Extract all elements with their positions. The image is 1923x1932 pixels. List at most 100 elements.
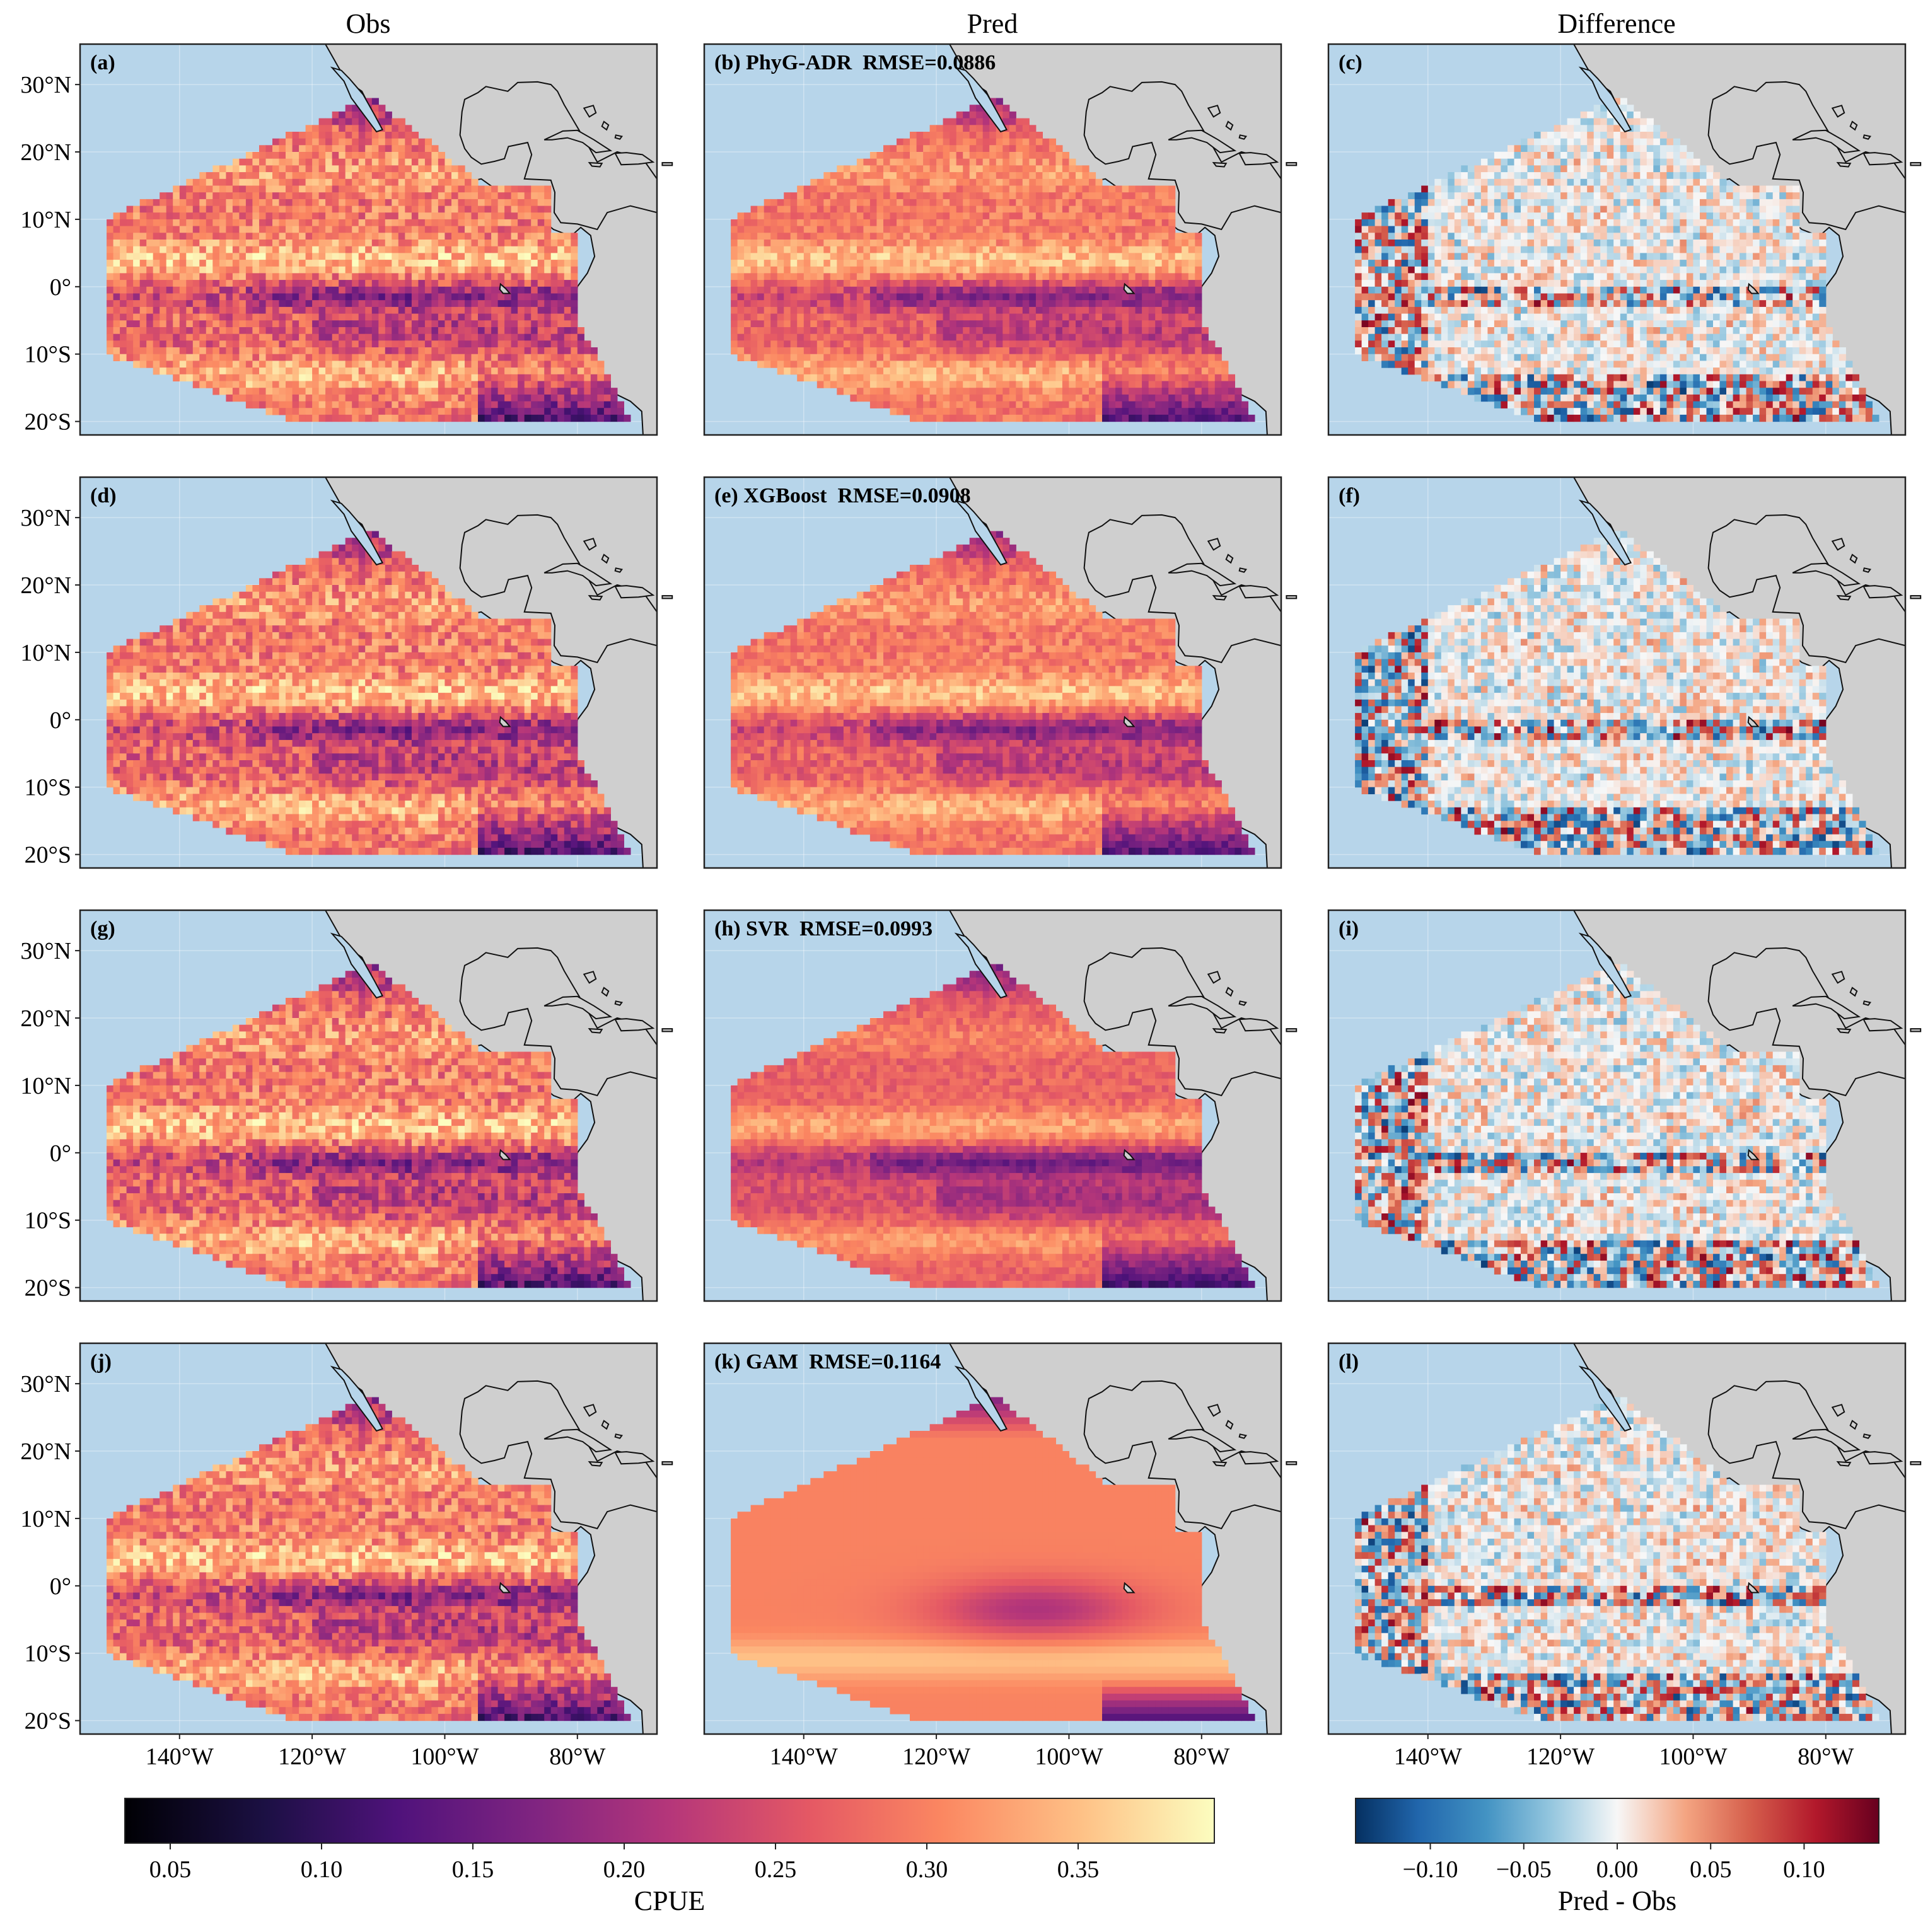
- data-cell: [551, 381, 558, 388]
- data-cell: [923, 192, 930, 199]
- data-cell: [1142, 347, 1149, 354]
- data-cell: [830, 219, 837, 226]
- data-cell: [372, 334, 379, 341]
- data-cell: [943, 327, 950, 334]
- data-cell: [857, 260, 864, 267]
- data-cell: [950, 139, 956, 146]
- data-cell: [923, 159, 930, 166]
- data-cell: [306, 219, 313, 226]
- data-cell: [478, 206, 485, 213]
- data-cell: [259, 347, 266, 354]
- data-cell: [485, 395, 492, 402]
- data-cell: [107, 253, 113, 260]
- data-cell: [1049, 246, 1056, 253]
- data-cell: [226, 287, 233, 294]
- data-cell: [412, 267, 419, 274]
- data-cell: [757, 347, 764, 354]
- data-cell: [293, 192, 299, 199]
- data-cell: [319, 408, 326, 415]
- data-cell: [557, 402, 564, 408]
- data-cell: [936, 253, 943, 260]
- data-cell: [876, 240, 883, 246]
- data-cell: [531, 415, 538, 422]
- data-cell: [365, 402, 372, 408]
- data-cell: [1069, 192, 1076, 199]
- data-cell: [485, 307, 492, 314]
- data-cell: [777, 327, 784, 334]
- data-cell: [1049, 361, 1056, 367]
- data-cell: [777, 233, 784, 240]
- data-cell: [890, 246, 897, 253]
- data-cell: [950, 354, 956, 361]
- data-cell: [538, 381, 545, 388]
- data-cell: [1149, 199, 1156, 206]
- data-cell: [1168, 226, 1175, 233]
- data-cell: [511, 340, 518, 347]
- data-cell: [412, 320, 419, 327]
- data-cell: [996, 240, 1003, 246]
- data-cell: [1089, 334, 1096, 341]
- data-cell: [564, 408, 571, 415]
- data-cell: [385, 132, 392, 139]
- data-cell: [491, 253, 498, 260]
- data-cell: [219, 206, 226, 213]
- data-cell: [518, 374, 525, 381]
- data-cell: [378, 294, 385, 301]
- data-cell: [1188, 233, 1195, 240]
- data-cell: [252, 226, 259, 233]
- data-cell: [279, 287, 286, 294]
- data-cell: [279, 186, 286, 193]
- data-cell: [956, 125, 963, 132]
- data-cell: [757, 260, 764, 267]
- data-cell: [478, 395, 485, 402]
- data-cell: [246, 361, 253, 367]
- data-cell: [963, 287, 970, 294]
- data-cell: [1055, 300, 1062, 307]
- data-cell: [186, 206, 193, 213]
- data-cell: [286, 240, 293, 246]
- data-cell: [259, 294, 266, 301]
- data-cell: [1029, 246, 1036, 253]
- data-cell: [166, 219, 173, 226]
- data-cell: [398, 273, 405, 280]
- data-cell: [431, 179, 438, 186]
- data-cell: [597, 408, 604, 415]
- data-cell: [504, 320, 511, 327]
- data-cell: [910, 186, 917, 193]
- data-cell: [557, 334, 564, 341]
- data-cell: [392, 415, 398, 422]
- data-cell: [1115, 233, 1122, 240]
- data-cell: [485, 192, 492, 199]
- data-cell: [518, 233, 525, 240]
- data-cell: [266, 280, 273, 287]
- data-cell: [1129, 294, 1136, 301]
- data-cell: [398, 340, 405, 347]
- data-cell: [491, 287, 498, 294]
- data-cell: [897, 240, 903, 246]
- data-cell: [1083, 233, 1089, 240]
- data-cell: [444, 165, 451, 172]
- data-cell: [1069, 294, 1076, 301]
- data-cell: [140, 361, 147, 367]
- data-cell: [817, 347, 824, 354]
- data-cell: [392, 119, 398, 125]
- data-cell: [744, 347, 751, 354]
- data-cell: [425, 199, 432, 206]
- data-cell: [359, 219, 366, 226]
- data-cell: [1142, 233, 1149, 240]
- data-cell: [299, 340, 306, 347]
- data-cell: [983, 179, 990, 186]
- data-cell: [153, 294, 160, 301]
- data-cell: [1129, 367, 1136, 374]
- data-cell: [431, 206, 438, 213]
- data-cell: [312, 334, 319, 341]
- data-cell: [498, 320, 505, 327]
- data-cell: [1102, 280, 1109, 287]
- data-cell: [557, 347, 564, 354]
- data-cell: [1188, 253, 1195, 260]
- data-cell: [325, 132, 332, 139]
- data-cell: [557, 395, 564, 402]
- data-cell: [525, 233, 532, 240]
- data-cell: [478, 367, 485, 374]
- data-cell: [1109, 367, 1116, 374]
